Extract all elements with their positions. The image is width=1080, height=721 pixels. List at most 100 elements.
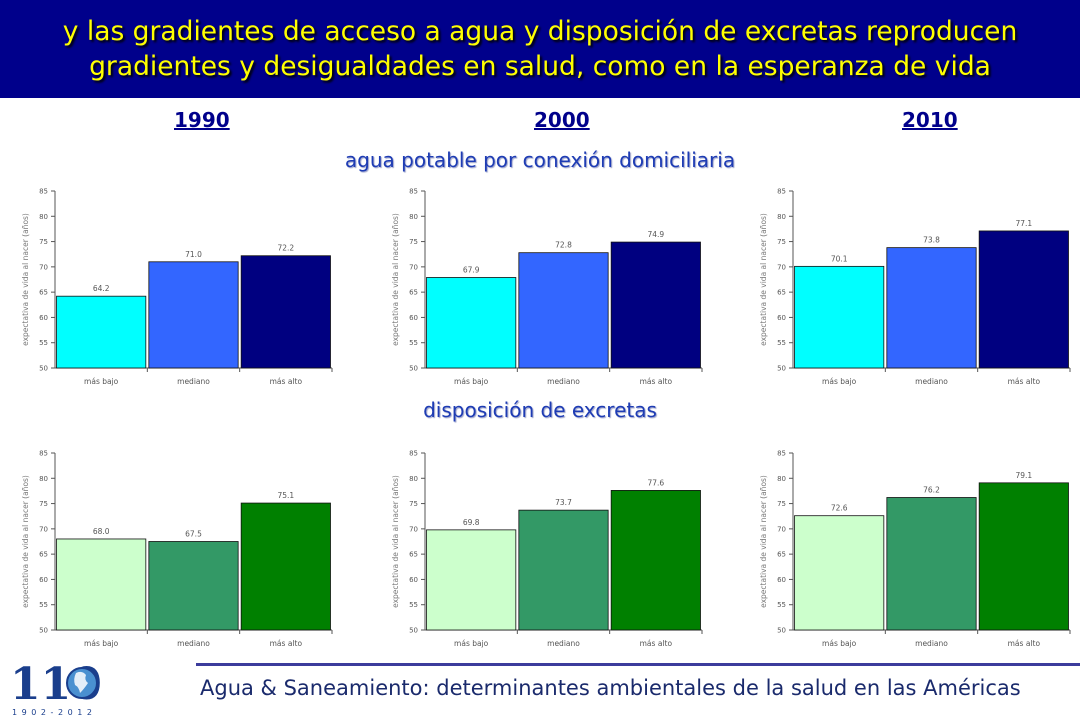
data-label: 70.1	[831, 254, 848, 263]
x-tick-label: más bajo	[84, 639, 119, 648]
y-tick-label: 70	[39, 263, 48, 271]
data-label: 76.2	[923, 486, 940, 495]
chart-water-2010: 50 55 60 65 70 75 80 85 expectativa de vida al n…	[743, 185, 1073, 395]
chart-svg: 50 55 60 65 70 75 80 85 expectativa de vida al n…	[759, 188, 1071, 386]
y-tick-label: 65	[39, 551, 48, 559]
y-axis-label: expectativa de vida al nacer (años)	[759, 475, 768, 608]
y-tick-label: 50	[409, 627, 418, 635]
bar	[794, 265, 885, 369]
x-tick-label: más alto	[270, 377, 303, 386]
y-tick-label: 70	[777, 263, 786, 271]
x-tick-label: más alto	[640, 377, 673, 386]
bar	[518, 252, 609, 369]
x-tick-label: mediano	[915, 377, 948, 386]
y-tick-label: 65	[777, 289, 786, 297]
y-tick-label: 60	[39, 576, 48, 584]
x-tick-label: más bajo	[822, 377, 857, 386]
data-label: 72.2	[277, 244, 294, 253]
y-tick-label: 75	[777, 238, 786, 246]
data-label: 71.0	[185, 250, 202, 259]
data-label: 68.0	[93, 527, 110, 536]
bar	[240, 502, 331, 631]
y-axis-label: expectativa de vida al nacer (años)	[391, 213, 400, 346]
paho-110-logo: 110 1 9 0 2 - 2 0 1 2	[8, 655, 118, 717]
chart-svg: 50 55 60 65 70 75 80 85 expectativa de vida al n…	[759, 450, 1071, 648]
y-tick-label: 55	[777, 601, 786, 609]
data-label: 72.6	[831, 504, 848, 513]
data-label: 73.7	[555, 498, 572, 507]
title-banner: y las gradientes de acceso a agua y disp…	[0, 0, 1080, 98]
y-tick-label: 85	[39, 450, 48, 458]
y-tick-label: 85	[39, 188, 48, 196]
y-tick-label: 85	[409, 188, 418, 196]
y-tick-label: 75	[409, 238, 418, 246]
y-tick-label: 55	[409, 601, 418, 609]
y-tick-label: 50	[777, 365, 786, 373]
y-tick-label: 75	[777, 500, 786, 508]
x-tick-label: mediano	[915, 639, 948, 648]
y-tick-label: 65	[777, 551, 786, 559]
data-label: 73.8	[923, 236, 940, 245]
bar	[610, 241, 701, 369]
section-title-water: agua potable por conexión domiciliaria	[344, 148, 736, 172]
y-axis-label: expectativa de vida al nacer (años)	[21, 213, 30, 346]
x-tick-label: mediano	[547, 639, 580, 648]
y-tick-label: 75	[39, 238, 48, 246]
y-tick-label: 80	[777, 475, 786, 483]
y-tick-label: 65	[39, 289, 48, 297]
chart-excreta-1990: 50 55 60 65 70 75 80 85 expectativa de vida al n…	[5, 447, 335, 657]
y-tick-label: 75	[39, 500, 48, 508]
chart-svg: 50 55 60 65 70 75 80 85 expectativa de vida al n…	[391, 188, 703, 386]
bar	[56, 538, 147, 631]
page-title: y las gradientes de acceso a agua y disp…	[5, 14, 1075, 84]
y-tick-label: 55	[39, 339, 48, 347]
footer-divider	[196, 663, 1080, 666]
y-tick-label: 80	[409, 475, 418, 483]
logo-graphic: 110 1 9 0 2 - 2 0 1 2	[10, 659, 102, 717]
y-axis-label: expectativa de vida al nacer (años)	[21, 475, 30, 608]
chart-water-1990: 50 55 60 65 70 75 80 85 expectativa de vida al n…	[5, 185, 335, 395]
y-tick-label: 60	[409, 314, 418, 322]
bar	[56, 295, 147, 369]
data-label: 69.8	[463, 518, 480, 527]
y-tick-label: 50	[777, 627, 786, 635]
y-tick-label: 65	[409, 551, 418, 559]
data-label: 67.5	[185, 530, 202, 539]
y-tick-label: 80	[39, 475, 48, 483]
x-tick-label: mediano	[547, 377, 580, 386]
y-tick-label: 80	[39, 213, 48, 221]
bar	[886, 247, 977, 369]
y-tick-label: 70	[409, 525, 418, 533]
y-tick-label: 85	[409, 450, 418, 458]
bar	[610, 490, 701, 631]
x-tick-label: mediano	[177, 639, 210, 648]
logo-years: 1 9 0 2 - 2 0 1 2	[12, 708, 93, 717]
x-tick-label: más alto	[640, 639, 673, 648]
chart-excreta-2000: 50 55 60 65 70 75 80 85 expectativa de vida al n…	[375, 447, 705, 657]
x-tick-label: más bajo	[822, 639, 857, 648]
year-label-1990: 1990	[174, 108, 230, 132]
y-tick-label: 60	[777, 576, 786, 584]
y-tick-label: 60	[777, 314, 786, 322]
x-tick-label: más bajo	[454, 639, 489, 648]
bar	[426, 277, 517, 369]
x-tick-label: más alto	[1008, 639, 1041, 648]
chart-svg: 50 55 60 65 70 75 80 85 expectativa de vida al n…	[391, 450, 703, 648]
title-line-2: gradientes y desigualdades en salud, com…	[89, 51, 991, 82]
y-tick-label: 70	[409, 263, 418, 271]
y-tick-label: 85	[777, 188, 786, 196]
data-label: 77.6	[647, 478, 664, 487]
data-label: 72.8	[555, 241, 572, 250]
data-label: 75.1	[277, 491, 294, 500]
americas-map-icon	[74, 671, 88, 693]
bar	[978, 230, 1069, 369]
y-tick-label: 50	[409, 365, 418, 373]
y-tick-label: 60	[39, 314, 48, 322]
data-label: 64.2	[93, 284, 110, 293]
y-tick-label: 55	[409, 339, 418, 347]
y-tick-label: 65	[409, 289, 418, 297]
chart-svg: 50 55 60 65 70 75 80 85 expectativa de vida al n…	[21, 188, 333, 386]
footer-caption: Agua & Saneamiento: determinantes ambien…	[200, 676, 1021, 700]
x-tick-label: mediano	[177, 377, 210, 386]
x-tick-label: más bajo	[84, 377, 119, 386]
